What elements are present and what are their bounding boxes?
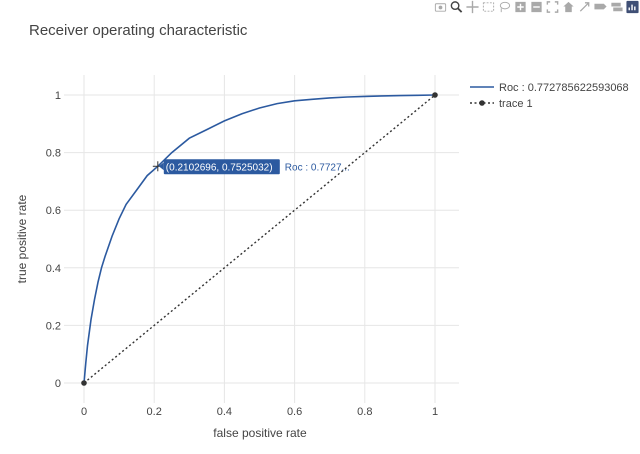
hover-label-box: [163, 159, 280, 175]
x-tick-label: 1: [432, 406, 438, 418]
spike-lines-icon[interactable]: [577, 0, 592, 14]
plotly-logo-icon-glyph: [626, 0, 639, 14]
camera-icon[interactable]: [433, 0, 448, 14]
y-axis-title: true positive rate: [15, 194, 29, 283]
zoom-icon-glyph: [450, 1, 463, 13]
hover-layer: (0.2102696, 0.7525032) Roc : 0.7727...: [152, 159, 350, 175]
y-tick-label: 0.8: [46, 148, 61, 160]
box-select-icon[interactable]: [481, 0, 496, 14]
y-tick-label: 0: [55, 378, 61, 390]
roc-curve-line: [83, 94, 436, 384]
x-tick-label: 0.6: [287, 406, 302, 418]
legend-roc-label: Roc : 0.772785622593068: [499, 82, 629, 94]
x-axis-title: false positive rate: [213, 426, 307, 440]
reset-axes-icon[interactable]: [561, 0, 576, 14]
pan-icon-glyph: [466, 0, 479, 14]
x-tick-label: 0: [81, 406, 87, 418]
y-tick-label: 0.4: [46, 263, 61, 275]
y-tick-label: 0.6: [46, 205, 61, 217]
modebar: [433, 0, 640, 14]
legend-trace1-marker: [479, 100, 485, 106]
diagonal-marker: [81, 380, 87, 386]
grid-layer: [64, 75, 459, 403]
chart-title: Receiver operating characteristic: [29, 22, 248, 39]
zoom-out-icon[interactable]: [529, 0, 544, 14]
pan-icon[interactable]: [465, 0, 480, 14]
hover-label-text: (0.2102696, 0.7525032): [166, 162, 273, 173]
lasso-select-icon[interactable]: [497, 0, 512, 14]
camera-icon-glyph: [434, 3, 447, 12]
tick-layer: 0 0.2 0.4 0.6 0.8 1 0 0.2 0.4 0.6 0.8 1: [46, 90, 438, 418]
legend-trace1-label: trace 1: [499, 98, 533, 110]
x-tick-label: 0.8: [357, 406, 372, 418]
diagonal-marker: [432, 92, 438, 98]
zoom-out-icon-glyph: [531, 1, 542, 13]
zoom-in-icon-glyph: [515, 1, 526, 13]
hover-closest-icon[interactable]: [593, 0, 608, 14]
series-layer[interactable]: [81, 92, 438, 386]
zoom-in-icon[interactable]: [513, 0, 528, 14]
hover-compare-icon[interactable]: [609, 0, 624, 14]
spike-lines-icon-glyph: [579, 2, 590, 12]
diagonal-line: [83, 94, 436, 384]
x-tick-label: 0.4: [217, 406, 232, 418]
hover-compare-icon-glyph: [611, 2, 623, 12]
y-tick-label: 0.2: [46, 320, 61, 332]
reset-axes-icon-glyph: [563, 1, 574, 13]
autoscale-icon[interactable]: [545, 0, 560, 14]
box-select-icon-glyph: [482, 2, 495, 12]
legend[interactable]: Roc : 0.772785622593068 trace 1: [470, 82, 629, 110]
lasso-select-icon-glyph: [499, 1, 511, 13]
y-tick-label: 1: [55, 90, 61, 102]
hover-closest-icon-glyph: [594, 3, 607, 10]
autoscale-icon-glyph: [546, 1, 559, 13]
hover-pointer: [158, 162, 164, 171]
zoom-icon[interactable]: [449, 0, 464, 14]
plotly-logo-icon[interactable]: [625, 0, 640, 14]
hover-series-name: Roc : 0.7727...: [285, 162, 350, 173]
x-tick-label: 0.2: [147, 406, 162, 418]
